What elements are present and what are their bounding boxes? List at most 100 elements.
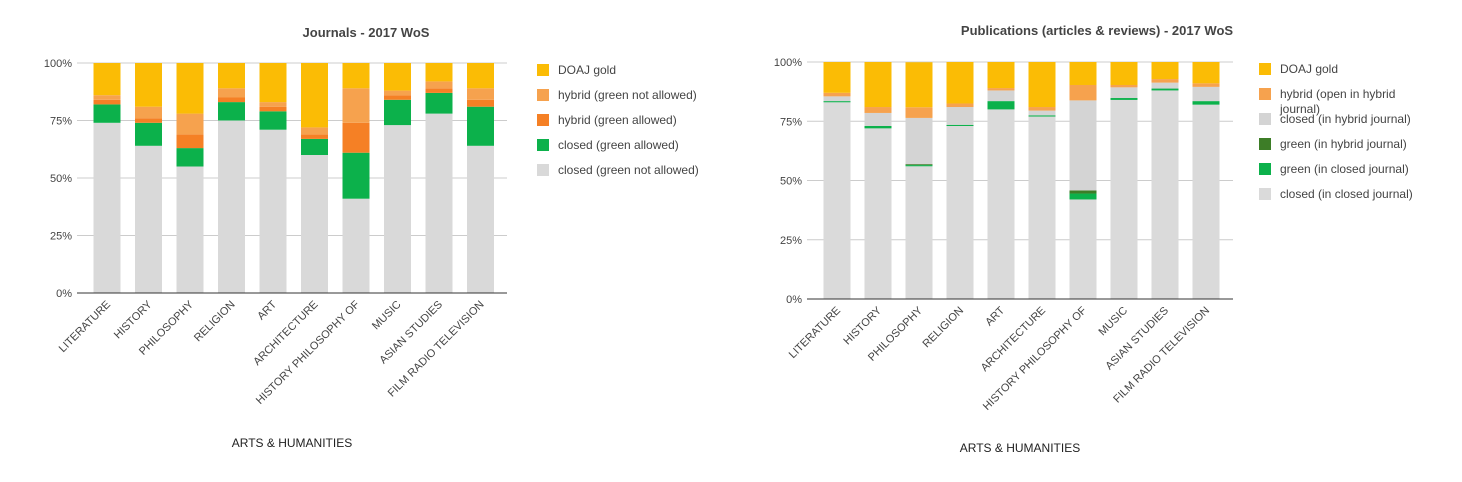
bar-closed-green-allowed — [467, 106, 494, 146]
legend-label: green (in hybrid journal) — [1280, 137, 1407, 151]
bar-closed-in-closed-journal — [1151, 90, 1179, 299]
y-tick-label: 100% — [774, 57, 802, 69]
legend-label: hybrid (open in hybrid journal) — [1279, 87, 1395, 116]
bar-closed-green-allowed — [425, 92, 453, 114]
category-label: HISTORY — [841, 304, 884, 347]
bar-doaj-gold — [1192, 62, 1220, 84]
bar-hybrid-green-allowed — [467, 99, 494, 107]
bar-hybrid-open-in-hybrid-journal — [946, 103, 974, 108]
chart-1: Journals - 2017 WoS 0% 25% 50% 75% 100% LITERA… — [44, 25, 699, 450]
category-label: ART — [255, 298, 279, 322]
bar-closed-in-hybrid-journal — [1151, 82, 1179, 89]
legend-item: closed (in closed journal) — [1259, 187, 1413, 201]
category-label: RELIGION — [192, 299, 238, 345]
legend-label: DOAJ gold — [558, 63, 616, 77]
y-tick-label: 75% — [50, 116, 72, 128]
bar-closed-green-not-allowed — [93, 122, 121, 293]
bar-doaj-gold — [905, 62, 933, 108]
bar-green-in-closed-journal — [864, 125, 892, 129]
bar-hybrid-green-not-allowed — [135, 106, 162, 119]
bar-closed-in-closed-journal — [987, 109, 1015, 300]
bar-hybrid-open-in-hybrid-journal — [987, 88, 1015, 91]
category-label: ART — [983, 304, 1007, 328]
y-tick-label: 0% — [786, 294, 802, 306]
bar-closed-green-not-allowed — [301, 155, 328, 293]
legend-item: closed (green allowed) — [537, 138, 679, 152]
chart-title: Publications (articles & reviews) - 2017… — [961, 23, 1233, 38]
legend-label: closed (green not allowed) — [558, 163, 699, 177]
bar-closed-in-closed-journal — [1069, 199, 1097, 299]
category-label: MUSIC — [1097, 305, 1131, 339]
bar-doaj-gold — [946, 62, 974, 104]
bar-hybrid-green-not-allowed — [259, 102, 287, 107]
bar-doaj-gold — [218, 63, 245, 89]
bar-closed-green-allowed — [135, 122, 162, 146]
bar-hybrid-open-in-hybrid-journal — [823, 92, 851, 97]
bar-hybrid-green-not-allowed — [218, 88, 245, 98]
bar-closed-green-not-allowed — [467, 145, 494, 293]
bar-hybrid-green-allowed — [259, 106, 287, 112]
bar-doaj-gold — [467, 63, 494, 89]
bar-closed-in-closed-journal — [823, 102, 851, 299]
legend-swatch — [537, 114, 549, 126]
bar-hybrid-open-in-hybrid-journal — [1192, 83, 1220, 87]
bar-hybrid-open-in-hybrid-journal — [1151, 79, 1179, 83]
bar-green-in-hybrid-journal — [1069, 190, 1097, 194]
y-tick-label: 50% — [780, 176, 802, 188]
bar-hybrid-green-allowed — [176, 134, 204, 149]
legend-label: closed (green allowed) — [558, 138, 679, 152]
bar-hybrid-green-not-allowed — [93, 95, 121, 100]
bar-hybrid-green-not-allowed — [301, 127, 328, 135]
y-tick-label: 75% — [780, 116, 802, 128]
x-axis-label: ARTS & HUMANITIES — [232, 436, 352, 450]
bar-closed-in-hybrid-journal — [946, 107, 974, 125]
bar-doaj-gold — [1110, 62, 1138, 85]
bar-doaj-gold — [1069, 62, 1097, 85]
bar-closed-green-not-allowed — [176, 166, 204, 293]
legend-item: hybrid (green allowed) — [537, 113, 677, 127]
bar-green-in-closed-journal — [823, 101, 851, 103]
bar-hybrid-open-in-hybrid-journal — [1110, 84, 1138, 88]
bar-closed-in-closed-journal — [1192, 104, 1220, 299]
legend-label: closed (in hybrid journal) — [1280, 112, 1411, 126]
legend-label: green (in closed journal) — [1280, 162, 1409, 176]
bar-closed-green-not-allowed — [135, 145, 162, 293]
y-tick-label: 25% — [50, 231, 72, 243]
bar-hybrid-green-allowed — [135, 118, 162, 123]
legend-swatch — [1259, 113, 1271, 125]
bar-green-in-closed-journal — [946, 124, 974, 126]
bar-hybrid-green-allowed — [218, 97, 245, 103]
bar-green-in-closed-journal — [1028, 115, 1056, 117]
bar-hybrid-open-in-hybrid-journal — [1069, 84, 1097, 101]
bar-green-in-closed-journal — [1192, 101, 1220, 105]
bar-doaj-gold — [176, 63, 204, 114]
bar-closed-green-allowed — [93, 104, 121, 123]
bar-doaj-gold — [823, 62, 851, 93]
y-tick-label: 50% — [50, 173, 72, 185]
bar-green-in-closed-journal — [1069, 193, 1097, 200]
bar-closed-green-allowed — [301, 138, 328, 155]
bar-green-in-closed-journal — [905, 165, 933, 167]
bar-closed-in-hybrid-journal — [1192, 86, 1220, 102]
legend-label: DOAJ gold — [1280, 62, 1338, 76]
category-label: MUSIC — [370, 299, 404, 333]
bar-hybrid-green-allowed — [425, 88, 453, 93]
bar-doaj-gold — [301, 63, 328, 128]
bar-hybrid-green-not-allowed — [467, 88, 494, 100]
bar-closed-in-hybrid-journal — [1028, 110, 1056, 116]
bar-hybrid-open-in-hybrid-journal — [905, 107, 933, 118]
legend-item: DOAJ gold — [537, 63, 616, 77]
bar-hybrid-green-not-allowed — [384, 90, 411, 96]
bar-doaj-gold — [425, 63, 453, 82]
bar-closed-in-hybrid-journal — [987, 90, 1015, 102]
bar-doaj-gold — [1151, 62, 1179, 80]
bar-doaj-gold — [259, 63, 287, 103]
legend-item: hybrid (open in hybrid journal) — [1259, 87, 1395, 116]
bar-hybrid-green-not-allowed — [176, 113, 204, 135]
bar-closed-in-hybrid-journal — [905, 117, 933, 165]
legend-swatch — [537, 139, 549, 151]
legend-item: closed (in hybrid journal) — [1259, 112, 1411, 126]
legend-item: hybrid (green not allowed) — [537, 88, 697, 102]
legend-label: closed (in closed journal) — [1280, 187, 1413, 201]
